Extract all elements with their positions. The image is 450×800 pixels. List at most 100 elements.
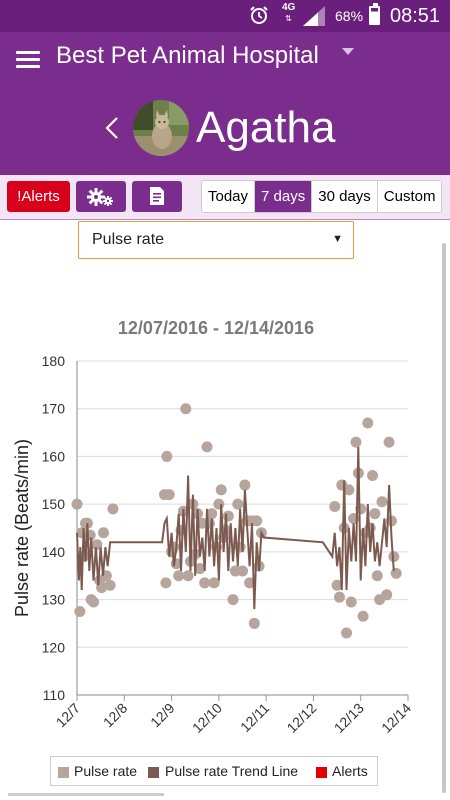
pulse-rate-point bbox=[206, 508, 218, 520]
legend-label-trend-line[interactable]: Pulse rate Trend Line bbox=[165, 763, 299, 779]
pulse-rate-point bbox=[194, 563, 206, 575]
legend-swatch-alerts bbox=[316, 767, 327, 778]
pulse-rate-point bbox=[71, 498, 83, 510]
pulse-rate-point bbox=[371, 570, 383, 582]
notes-button[interactable] bbox=[132, 181, 182, 212]
caret-down-icon[interactable] bbox=[342, 48, 354, 55]
pulse-rate-point bbox=[381, 589, 393, 601]
y-tick-label: 180 bbox=[42, 353, 66, 369]
pulse-rate-point bbox=[232, 498, 244, 510]
hospital-selector[interactable]: Best Pet Animal Hospital bbox=[56, 42, 319, 69]
date-range-selector: Today 7 days 30 days Custom bbox=[201, 180, 443, 213]
pulse-rate-point bbox=[369, 508, 381, 520]
horizontal-scrollbar[interactable] bbox=[8, 793, 164, 796]
pulse-rate-point bbox=[329, 501, 341, 513]
x-tick-label: 12/10 bbox=[189, 700, 225, 736]
notes-icon bbox=[150, 187, 164, 205]
pet-avatar bbox=[133, 100, 189, 156]
pulse-rate-point bbox=[97, 527, 109, 539]
pulse-rate-point bbox=[227, 594, 239, 606]
hamburger-menu-icon[interactable] bbox=[16, 51, 40, 69]
x-tick-label: 12/14 bbox=[378, 700, 414, 736]
pulse-rate-point bbox=[215, 484, 227, 496]
x-tick-label: 12/12 bbox=[283, 700, 319, 736]
data-arrows-icon: ⇅ bbox=[285, 14, 292, 23]
y-axis-label: Pulse rate (Beats/min) bbox=[12, 439, 32, 617]
metric-dropdown[interactable]: Pulse rate ▼ bbox=[78, 221, 354, 259]
chart-legend: Pulse rate Pulse rate Trend Line Alerts bbox=[50, 756, 378, 786]
y-tick-label: 140 bbox=[42, 544, 66, 560]
pulse-rate-point bbox=[362, 417, 374, 429]
pulse-rate-point bbox=[104, 579, 116, 591]
metric-selected-value: Pulse rate bbox=[92, 231, 165, 248]
y-tick-label: 120 bbox=[42, 639, 66, 655]
pulse-rate-point bbox=[213, 498, 225, 510]
y-tick-label: 110 bbox=[43, 687, 66, 703]
pulse-rate-point bbox=[338, 522, 350, 534]
app-bar: Best Pet Animal Hospital Agatha bbox=[0, 32, 450, 175]
y-tick-label: 160 bbox=[42, 448, 66, 464]
pet-name: Agatha bbox=[196, 103, 336, 152]
pulse-rate-point bbox=[88, 596, 100, 608]
pulse-rate-point bbox=[239, 479, 251, 491]
pulse-rate-point bbox=[160, 577, 172, 589]
y-tick-label: 150 bbox=[42, 496, 66, 512]
gears-icon bbox=[87, 188, 113, 206]
chevron-left-icon[interactable] bbox=[104, 116, 120, 140]
pulse-rate-point bbox=[251, 515, 263, 527]
range-today[interactable]: Today bbox=[202, 181, 256, 212]
pulse-rate-point bbox=[357, 610, 369, 622]
legend-swatch-pulse-rate bbox=[58, 767, 69, 778]
vertical-scrollbar[interactable] bbox=[442, 243, 446, 793]
pulse-rate-point bbox=[390, 567, 402, 579]
pulse-rate-point bbox=[383, 436, 395, 448]
pulse-rate-point bbox=[201, 441, 213, 453]
pulse-rate-point bbox=[376, 496, 388, 508]
legend-swatch-trend-line bbox=[148, 767, 159, 778]
y-tick-label: 170 bbox=[42, 401, 66, 417]
pulse-rate-point bbox=[343, 484, 355, 496]
pulse-rate-chart: 110 120 130 140 150 160 170 180 12/7 12/8 12/9 12/1… bbox=[12, 353, 414, 736]
pulse-rate-point bbox=[222, 510, 234, 522]
pulse-rate-point bbox=[237, 565, 248, 577]
pulse-rate-point bbox=[244, 577, 256, 589]
pulse-rate-point bbox=[341, 627, 353, 639]
trend-line bbox=[76, 446, 395, 610]
pulse-rate-point bbox=[345, 596, 357, 608]
battery-percent: 68% bbox=[335, 8, 364, 24]
range-7-days[interactable]: 7 days bbox=[255, 181, 313, 212]
pulse-rate-point bbox=[248, 617, 260, 629]
pulse-rate-point bbox=[180, 403, 192, 415]
pulse-rate-point bbox=[367, 470, 379, 482]
alerts-button[interactable]: !Alerts bbox=[7, 181, 70, 212]
x-tick-label: 12/9 bbox=[147, 700, 178, 731]
y-tick-label: 130 bbox=[42, 592, 66, 608]
battery-icon bbox=[369, 3, 380, 25]
clock-time: 08:51 bbox=[390, 5, 441, 27]
range-30-days[interactable]: 30 days bbox=[312, 181, 378, 212]
x-tick-label: 12/7 bbox=[53, 700, 84, 731]
pulse-rate-point bbox=[331, 579, 343, 591]
alarm-clock-icon bbox=[250, 6, 268, 24]
pulse-rate-point bbox=[173, 570, 185, 582]
pulse-rate-point bbox=[107, 503, 119, 515]
chart-title: 12/07/2016 - 12/14/2016 bbox=[117, 318, 315, 338]
pulse-rate-point bbox=[74, 606, 86, 617]
dropdown-arrow-icon: ▼ bbox=[332, 233, 343, 245]
range-custom[interactable]: Custom bbox=[377, 181, 442, 212]
settings-button[interactable] bbox=[76, 181, 126, 212]
x-tick-label: 12/8 bbox=[100, 700, 131, 731]
x-tick-label: 12/13 bbox=[331, 700, 367, 736]
legend-label-alerts[interactable]: Alerts bbox=[332, 763, 368, 779]
status-bar: 4G ⇅ 68% 08:51 bbox=[0, 0, 450, 32]
pulse-rate-point bbox=[333, 591, 345, 603]
x-tick-label: 12/11 bbox=[237, 700, 273, 736]
pulse-rate-point bbox=[350, 436, 362, 448]
pulse-rate-point bbox=[208, 577, 220, 589]
legend-label-pulse-rate[interactable]: Pulse rate bbox=[74, 763, 138, 779]
pulse-rate-point bbox=[199, 577, 211, 589]
network-type: 4G bbox=[282, 2, 296, 13]
signal-icon bbox=[303, 6, 325, 26]
pulse-rate-point bbox=[163, 489, 175, 501]
pulse-rate-point bbox=[161, 450, 173, 462]
